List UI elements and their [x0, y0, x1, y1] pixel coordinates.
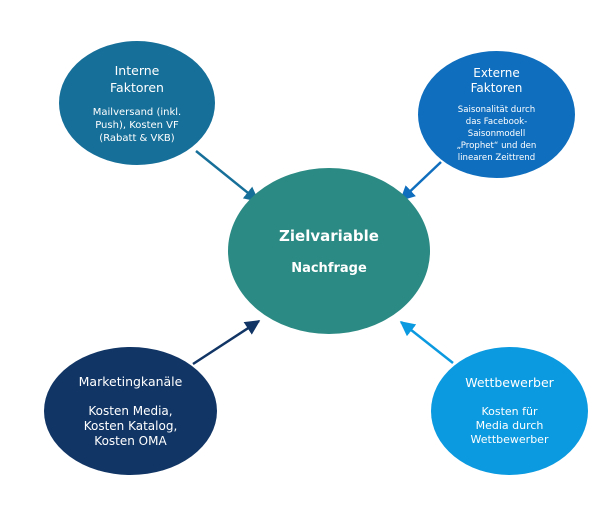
node-title: Interne Faktoren	[110, 62, 164, 96]
node-zielvariable: Zielvariable Nachfrage	[228, 168, 430, 334]
node-interne-faktoren: Interne Faktoren Mailversand (inkl. Push…	[59, 41, 215, 165]
body-line: Kosten für	[481, 405, 538, 418]
body-line: Saisonmodell	[467, 128, 526, 139]
body-line: Kosten OMA	[94, 433, 167, 448]
arrow-interne-faktoren	[195, 150, 260, 202]
node-title: Marketingkanäle	[79, 374, 183, 390]
title-line: Faktoren	[470, 80, 523, 95]
node-marketingkanaele: Marketingkanäle Kosten Media, Kosten Kat…	[44, 347, 217, 475]
title-line: Marketingkanäle	[78, 373, 183, 389]
node-body: Kosten für Media durch Wettbewerber	[471, 405, 549, 447]
body-line: linearen Zeittrend	[457, 152, 536, 163]
body-line: Saisonalität durch	[457, 104, 536, 115]
body-line: Wettbewerber	[470, 433, 549, 446]
node-wettbewerber: Wettbewerber Kosten für Media durch Wett…	[431, 347, 588, 475]
body-line: Kosten Katalog,	[83, 418, 178, 433]
arrow-externe-faktoren	[399, 161, 442, 202]
title-line: Wettbewerber	[465, 375, 554, 390]
title-line: Interne	[114, 62, 160, 78]
node-body: Saisonalität durch das Facebook- Saisonm…	[457, 104, 537, 164]
node-title: Externe Faktoren	[471, 66, 523, 96]
center-subtitle: Nachfrage	[291, 260, 367, 276]
arrow-wettbewerber	[399, 321, 454, 364]
body-line: Kosten Media,	[88, 403, 173, 418]
node-externe-faktoren: Externe Faktoren Saisonalität durch das …	[418, 51, 575, 178]
center-title: Zielvariable	[279, 226, 379, 245]
node-body: Kosten Media, Kosten Katalog, Kosten OMA	[84, 404, 178, 449]
body-line: „Prophet“ und den	[456, 140, 537, 151]
body-line: das Facebook-	[465, 116, 528, 127]
arrow-marketingkanaele	[192, 319, 261, 366]
node-title: Wettbewerber	[465, 375, 554, 391]
body-line: Media durch	[475, 419, 544, 432]
body-line: Push), Kosten VF	[95, 119, 179, 131]
body-line: Mailversand (inkl.	[92, 106, 182, 118]
node-body: Mailversand (inkl. Push), Kosten VF (Rab…	[93, 106, 181, 145]
body-line: (Rabatt & VKB)	[99, 132, 175, 144]
title-line: Faktoren	[110, 79, 164, 95]
title-line: Externe	[473, 65, 520, 80]
